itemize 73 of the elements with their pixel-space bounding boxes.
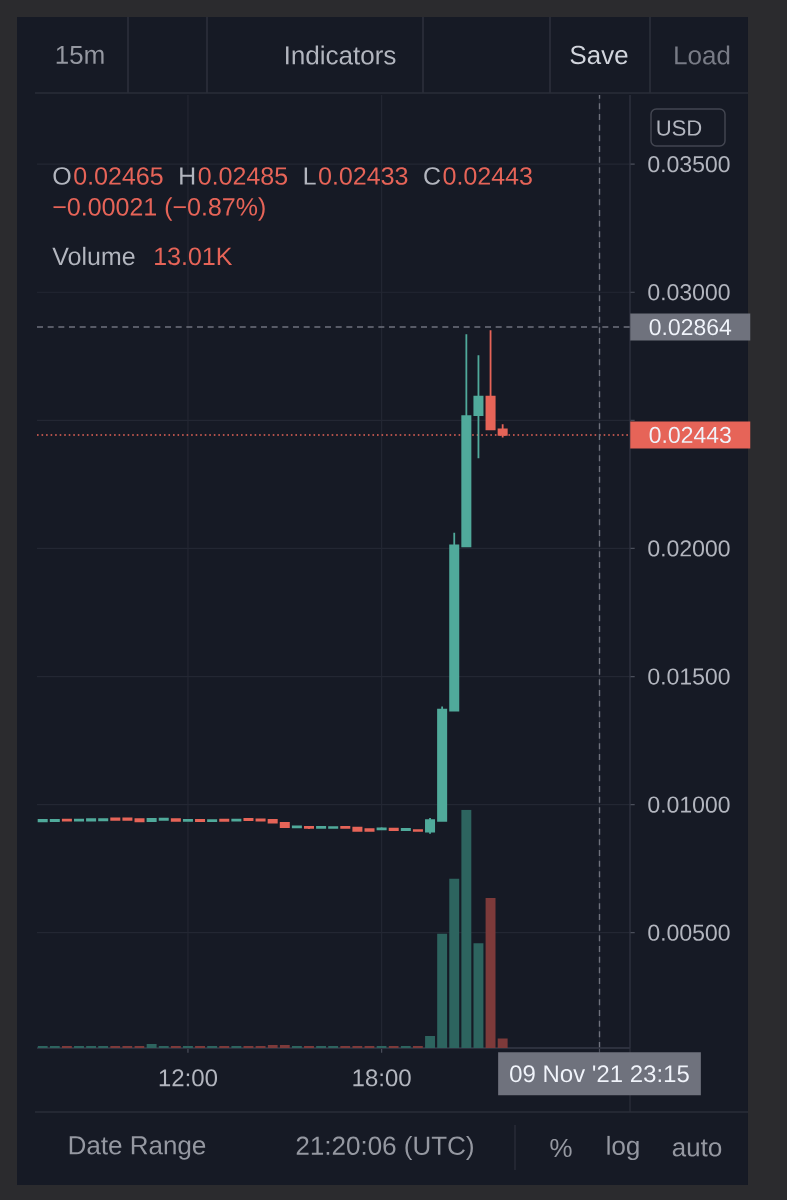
text: Indicators [286, 45, 396, 65]
candlestick [37, 818, 48, 823]
bar [461, 809, 472, 1048]
x-tick-label: 09 Nov '21 23:15 [510, 1065, 689, 1083]
bar [146, 1043, 157, 1048]
candlestick [170, 818, 181, 822]
annotation: 0.02465 [74, 167, 163, 185]
candlestick [461, 333, 472, 548]
candlestick [267, 818, 278, 824]
y-tick-label: 0.01000 [648, 796, 730, 813]
candlestick [388, 827, 399, 832]
text: log [607, 1135, 639, 1161]
candlestick [340, 825, 351, 830]
bar [449, 878, 460, 1048]
bar [485, 897, 496, 1048]
text: Save [570, 45, 628, 65]
annotation: H [180, 167, 195, 185]
bar [497, 1038, 508, 1048]
text: 21:20:06 (UTC) [296, 1135, 473, 1161]
bar [279, 1044, 290, 1048]
candlestick [86, 818, 97, 822]
candlestick [134, 818, 145, 823]
annotation: L [304, 167, 316, 185]
x-tick-label: 12:00 [159, 1069, 218, 1087]
candlestick [110, 817, 121, 821]
y-tick-label: 0.01500 [648, 668, 730, 685]
candlestick [279, 821, 290, 829]
bar [425, 1036, 435, 1048]
bar [267, 1044, 278, 1048]
text: Load [675, 45, 730, 65]
ref-line-label: 0.02443 [649, 426, 731, 444]
text: % [550, 1138, 572, 1158]
candlestick [243, 817, 254, 822]
candlestick [291, 825, 302, 829]
ref-line-label: 0.02864 [649, 318, 732, 336]
candlestick [122, 817, 133, 821]
candlestick [352, 826, 363, 833]
y-tick-label: 0.03500 [648, 156, 730, 173]
y-tick-label: 0.00500 [648, 924, 730, 941]
candlestick [437, 705, 448, 822]
annotation: C [424, 167, 441, 185]
annotation: Volume [52, 246, 135, 266]
candlestick [146, 817, 157, 823]
candlestick [158, 817, 169, 822]
y-tick-label: 0.02000 [648, 540, 730, 557]
annotation: 13.01K [155, 247, 233, 266]
candlestick [425, 817, 436, 835]
annotation: −0.00021 (−0.87%) [53, 197, 265, 221]
y-tick-label: 0.03000 [648, 284, 730, 301]
candlestick [412, 829, 423, 833]
candlestick [182, 818, 193, 823]
candlestick [303, 825, 314, 830]
candlestick [449, 531, 460, 712]
x-tick-label: 18:00 [353, 1069, 411, 1087]
text: Date Range [69, 1136, 206, 1160]
annotation: 0.02485 [198, 167, 288, 185]
annotation: 0.02433 [319, 167, 408, 185]
bar [437, 933, 448, 1048]
text: auto [672, 1139, 722, 1157]
annotation: O [53, 167, 71, 185]
candlestick [49, 818, 60, 823]
candlestick [328, 826, 339, 830]
candlestick [207, 819, 218, 823]
candlestick [364, 828, 375, 832]
candlestick [400, 827, 411, 832]
candlestick [219, 818, 230, 823]
annotation: 0.02443 [443, 167, 532, 185]
candlestick [98, 818, 109, 822]
text: USD [657, 120, 702, 136]
candlestick [195, 818, 206, 823]
candlestick [316, 825, 327, 830]
bar [473, 943, 484, 1048]
text: 15m [56, 45, 104, 65]
